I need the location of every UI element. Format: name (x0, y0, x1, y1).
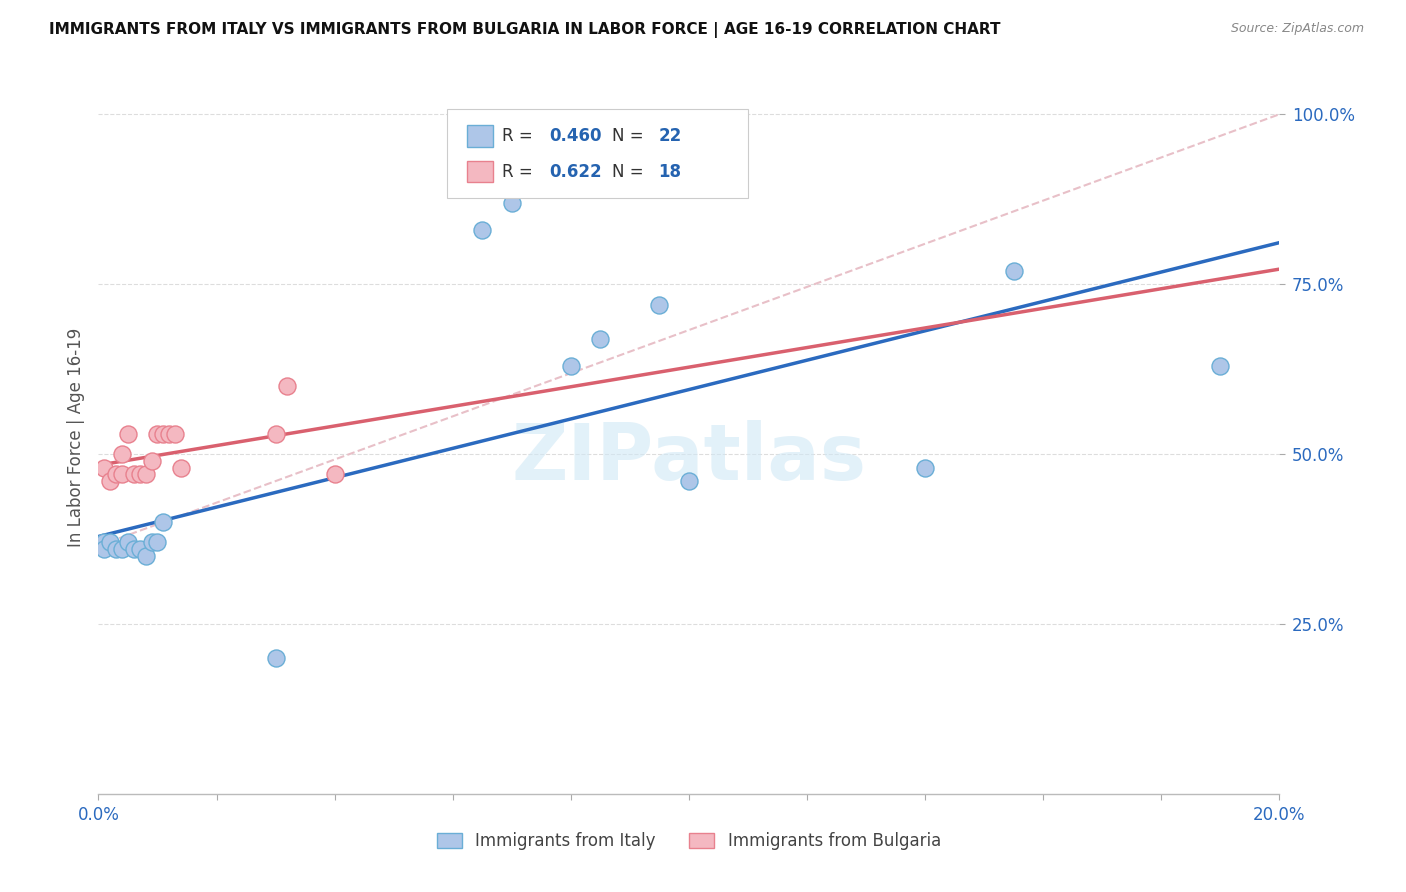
Point (471, 223, 494, 237)
Point (678, 475, 700, 489)
Point (111, 447, 134, 461)
Text: IMMIGRANTS FROM ITALY VS IMMIGRANTS FROM BULGARIA IN LABOR FORCE | AGE 16-19 COR: IMMIGRANTS FROM ITALY VS IMMIGRANTS FROM… (49, 22, 1001, 38)
Point (117, 426, 139, 441)
Point (152, 515, 174, 529)
Point (323, 467, 346, 482)
Bar (467, 125, 494, 146)
Point (276, 379, 298, 393)
Point (1002, 263, 1025, 277)
Point (111, 542, 134, 557)
Point (128, 467, 150, 482)
FancyBboxPatch shape (447, 109, 748, 198)
Point (146, 426, 169, 441)
Point (1209, 359, 1232, 373)
Point (105, 467, 128, 482)
Point (170, 460, 193, 475)
Text: 0.460: 0.460 (550, 127, 602, 145)
Point (111, 467, 134, 482)
Point (648, 297, 671, 311)
Point (135, 467, 157, 482)
Point (98, 535, 121, 549)
Point (501, 195, 523, 210)
Point (128, 542, 150, 557)
Legend: Immigrants from Italy, Immigrants from Bulgaria: Immigrants from Italy, Immigrants from B… (430, 826, 948, 857)
Point (589, 332, 612, 346)
Text: R =: R = (502, 162, 538, 180)
Text: R =: R = (502, 127, 538, 145)
Point (165, 426, 187, 441)
Point (98, 475, 121, 489)
Point (93, 535, 115, 549)
Text: N =: N = (612, 162, 650, 180)
Y-axis label: In Labor Force | Age 16-19: In Labor Force | Age 16-19 (66, 327, 84, 547)
Point (93, 460, 115, 475)
Text: N =: N = (612, 127, 650, 145)
Text: 18: 18 (658, 162, 682, 180)
Point (264, 651, 287, 665)
Point (122, 467, 145, 482)
Text: 0.622: 0.622 (550, 162, 602, 180)
Point (122, 542, 145, 557)
Point (914, 460, 936, 475)
Text: Source: ZipAtlas.com: Source: ZipAtlas.com (1230, 22, 1364, 36)
Point (157, 426, 180, 441)
Point (146, 535, 169, 549)
Point (135, 549, 157, 563)
Point (141, 454, 163, 468)
Text: ZIPatlas: ZIPatlas (512, 420, 866, 497)
Text: 22: 22 (658, 127, 682, 145)
Point (117, 535, 139, 549)
Bar (467, 161, 494, 182)
Point (93, 542, 115, 557)
Point (152, 426, 174, 441)
Point (560, 359, 582, 373)
Point (264, 426, 287, 441)
Point (105, 542, 128, 557)
Point (141, 535, 163, 549)
